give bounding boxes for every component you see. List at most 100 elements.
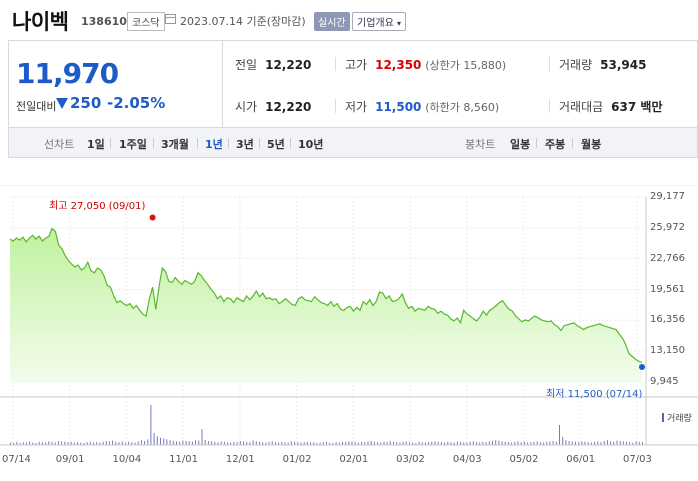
stock-code: 138610 [81,15,127,28]
volume-legend: 거래량 [662,411,692,424]
volume-bar [511,442,513,445]
volume-bar [38,441,40,445]
volume-bar [383,441,385,445]
x-tick-label: 12/01 [225,454,255,465]
volume-bar [322,442,324,445]
candle-monthly[interactable]: 월봉 [581,138,602,151]
volume-bar [207,441,209,445]
candle-daily[interactable]: 일봉 [510,138,531,151]
volume-bar [274,442,276,445]
volume-bar [140,440,142,445]
volume-bar [482,441,484,445]
y-tick-label: 25,972 [650,221,685,233]
period-5y[interactable]: 5년 [267,138,285,151]
volume-bar [169,440,171,445]
divider [110,138,111,148]
volume-bar [405,441,407,445]
period-1y[interactable]: 1년 [205,138,223,151]
price-area [10,228,642,382]
volume-bar [590,442,592,445]
x-tick-label: 07/03 [623,454,652,465]
volume-bar [51,441,53,445]
volume-bar [19,443,21,445]
y-tick-label: 29,177 [650,191,685,202]
high-value: 12,350 [375,58,422,72]
divider [153,138,154,148]
divider [290,138,291,148]
volume-bar [67,442,69,445]
volume-bar [450,442,452,445]
volume-bar [281,441,283,445]
volume-bar [246,441,248,445]
period-10y[interactable]: 10년 [298,138,324,151]
divider [259,138,260,148]
prev-close-value: 12,220 [265,58,312,72]
volume-bar [297,442,299,445]
volume-bar [424,442,426,445]
period-1w[interactable]: 1주일 [119,138,147,151]
volume-bar [370,441,372,445]
volume-bar [453,442,455,445]
price-chart-svg [0,185,698,446]
price-line [9,227,643,364]
volume-bar [182,440,184,445]
volume-bar [562,437,564,445]
volume-bar [440,442,442,445]
volume-bar [22,442,24,445]
volume-bar [539,442,541,445]
volume-bar [163,438,165,445]
volume-bar [329,442,331,445]
candle-weekly[interactable]: 주봉 [545,138,566,151]
volume-bar [227,442,229,445]
volume-bar [137,441,139,445]
volume-bar [507,442,509,445]
volume-bar [527,442,529,445]
realtime-button[interactable]: 실시간 [314,12,350,31]
volume-bar [153,433,155,445]
volume-bar [431,441,433,445]
volume-bar [294,441,296,445]
volume-bar [259,441,260,445]
volume-bar [303,442,305,445]
company-info-dropdown[interactable]: 기업개요 ▾ [352,12,407,31]
volume-bar [606,440,608,445]
volume-bar [517,441,519,445]
volume-label: 거래량 [559,58,593,72]
period-1d[interactable]: 1일 [87,138,105,151]
divider [228,138,229,148]
period-3y[interactable]: 3년 [236,138,254,151]
volume-bar [469,441,471,445]
volume-bar [357,442,359,445]
volume-bar [335,442,337,445]
volume-bar [603,441,605,445]
volume-bar [584,441,586,445]
amount-label: 거래대금 [559,100,604,114]
divider [572,138,573,148]
volume-bar [546,441,548,445]
volume-bar [160,437,161,445]
volume-bar [214,441,216,445]
volume-bar [338,442,340,445]
volume-bar [89,441,91,445]
change-percent: -2.05% [107,94,166,112]
period-3m[interactable]: 3개월 [161,138,189,151]
volume-bar [354,442,356,445]
volume-bar [179,441,181,445]
volume-bar [54,442,56,445]
volume-bar [255,441,257,445]
volume-bar [575,441,576,445]
volume-bar [389,441,391,445]
x-tick-label: 11/01 [169,454,198,465]
volume-bar [377,442,379,445]
volume-bar [444,442,446,445]
volume-bar [571,441,573,445]
volume-bar [533,441,535,445]
price-chart[interactable]: 최고 27,050 (09/01) 최저 11,500 (07/14) 거래량 … [0,185,698,481]
volume-bar [345,442,347,445]
volume-bar [249,442,251,445]
volume-bar [613,441,615,445]
volume-bar [642,442,643,445]
volume-bar [447,441,449,445]
volume-bar [616,440,618,445]
volume-bar [26,442,27,445]
